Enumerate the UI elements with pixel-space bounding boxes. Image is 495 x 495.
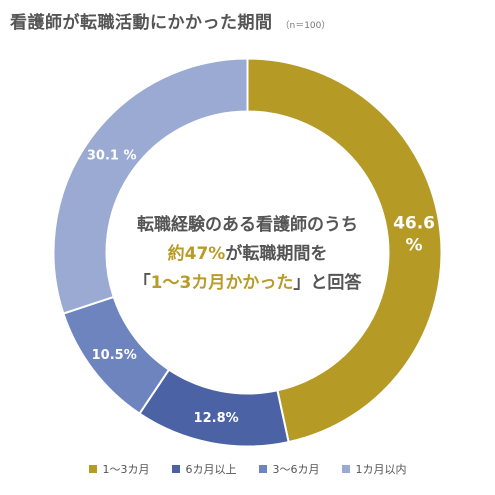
slice-label-4: 30.1 % [87, 148, 137, 163]
slice-1 [246, 57, 443, 444]
legend-swatch-1 [88, 465, 97, 473]
title-row: 看護師が転職活動にかかった期間 （n＝100） [10, 8, 330, 34]
legend-label-1: 1〜3カ月 [102, 463, 150, 476]
center-line-1: 転職経験のある看護師のうち [137, 215, 358, 235]
legend-label-3: 3〜6カ月 [272, 463, 320, 476]
center-annotation: 転職経験のある看護師のうち 約47%が転職期間を 「1〜3カ月かかった」と回答 [110, 211, 385, 298]
legend-swatch-3 [258, 465, 267, 473]
slice-label-3: 10.5% [92, 348, 137, 363]
legend-item-2: 6カ月以上 [171, 461, 237, 477]
center-line-2-highlight: 約47% [167, 244, 226, 264]
slice-4 [52, 57, 249, 315]
legend-swatch-2 [171, 465, 180, 473]
legend-label-2: 6カ月以上 [185, 463, 237, 476]
donut-slice-labels: 46.6 % 12.8% 10.5% 30.1 % [87, 148, 435, 426]
donut-slices [52, 57, 443, 448]
slice-label-2: 12.8% [194, 411, 239, 426]
center-line-2: 約47%が転職期間を [110, 240, 385, 269]
chart-legend: 1〜3カ月 6カ月以上 3〜6カ月 1カ月以内 [0, 461, 495, 477]
chart-subtitle: （n＝100） [280, 21, 331, 31]
center-line-3: 「1〜3カ月かかった」と回答 [110, 269, 385, 298]
center-line-3-close: 」と回答 [293, 273, 362, 293]
slice-label-1: 46.6% [393, 214, 435, 256]
center-line-3-open: 「 [133, 273, 151, 293]
legend-swatch-4 [341, 465, 350, 473]
legend-item-4: 1カ月以内 [341, 461, 407, 477]
chart-title: 看護師が転職活動にかかった期間 [10, 13, 273, 33]
legend-item-3: 3〜6カ月 [258, 461, 320, 477]
legend-item-1: 1〜3カ月 [88, 461, 150, 477]
legend-label-4: 1カ月以内 [355, 463, 407, 476]
center-line-3-highlight: 1〜3カ月かかった [150, 273, 294, 293]
center-line-2-rest: が転職期間を [225, 244, 328, 264]
